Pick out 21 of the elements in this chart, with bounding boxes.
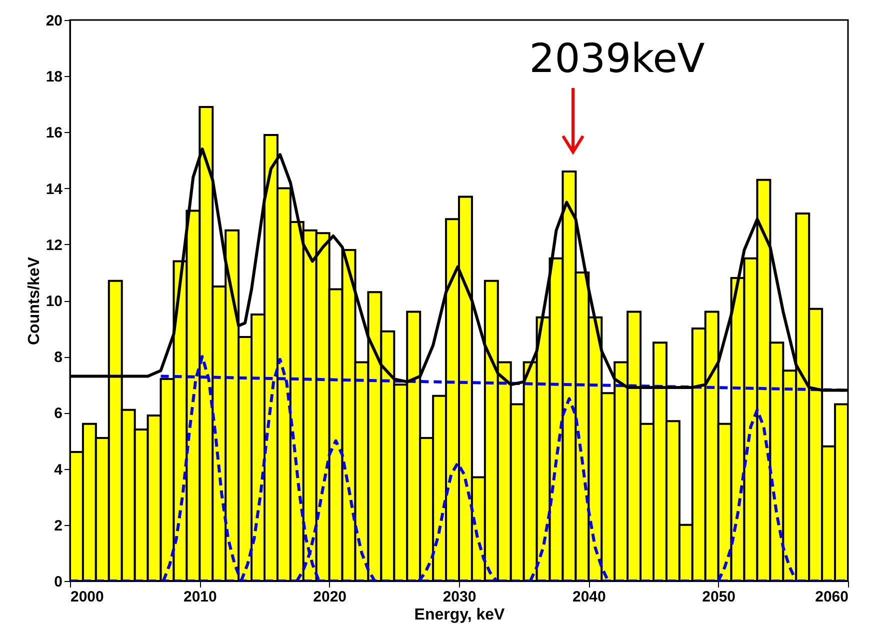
y-tick-label: 10 bbox=[46, 293, 62, 310]
y-tick-label: 12 bbox=[46, 236, 62, 254]
y-tick-label: 2 bbox=[54, 517, 62, 534]
y-tick-label: 14 bbox=[46, 180, 64, 198]
x-axis-title: Energy, keV bbox=[414, 606, 506, 624]
x-tick-label: 2040 bbox=[572, 588, 606, 606]
x-tick-label: 2030 bbox=[442, 588, 476, 606]
y-tick-label: 0 bbox=[54, 574, 62, 590]
x-tick-label: 2050 bbox=[702, 588, 736, 606]
x-tick-label: 2010 bbox=[183, 588, 217, 606]
y-tick-label: 18 bbox=[46, 68, 62, 86]
y-tick-label: 6 bbox=[54, 405, 62, 422]
y-axis-title: Counts/keV bbox=[26, 256, 43, 346]
annotation: 2039keV bbox=[529, 36, 706, 82]
x-tick-label: 2020 bbox=[313, 588, 347, 606]
y-tick-label: 20 bbox=[46, 12, 62, 30]
y-tick-label: 4 bbox=[54, 461, 64, 478]
x-tick-label: 2000 bbox=[70, 588, 104, 606]
y-tick-label: 16 bbox=[46, 124, 62, 142]
y-tick-label: 8 bbox=[54, 349, 62, 366]
x-tick-label: 2060 bbox=[815, 588, 848, 606]
